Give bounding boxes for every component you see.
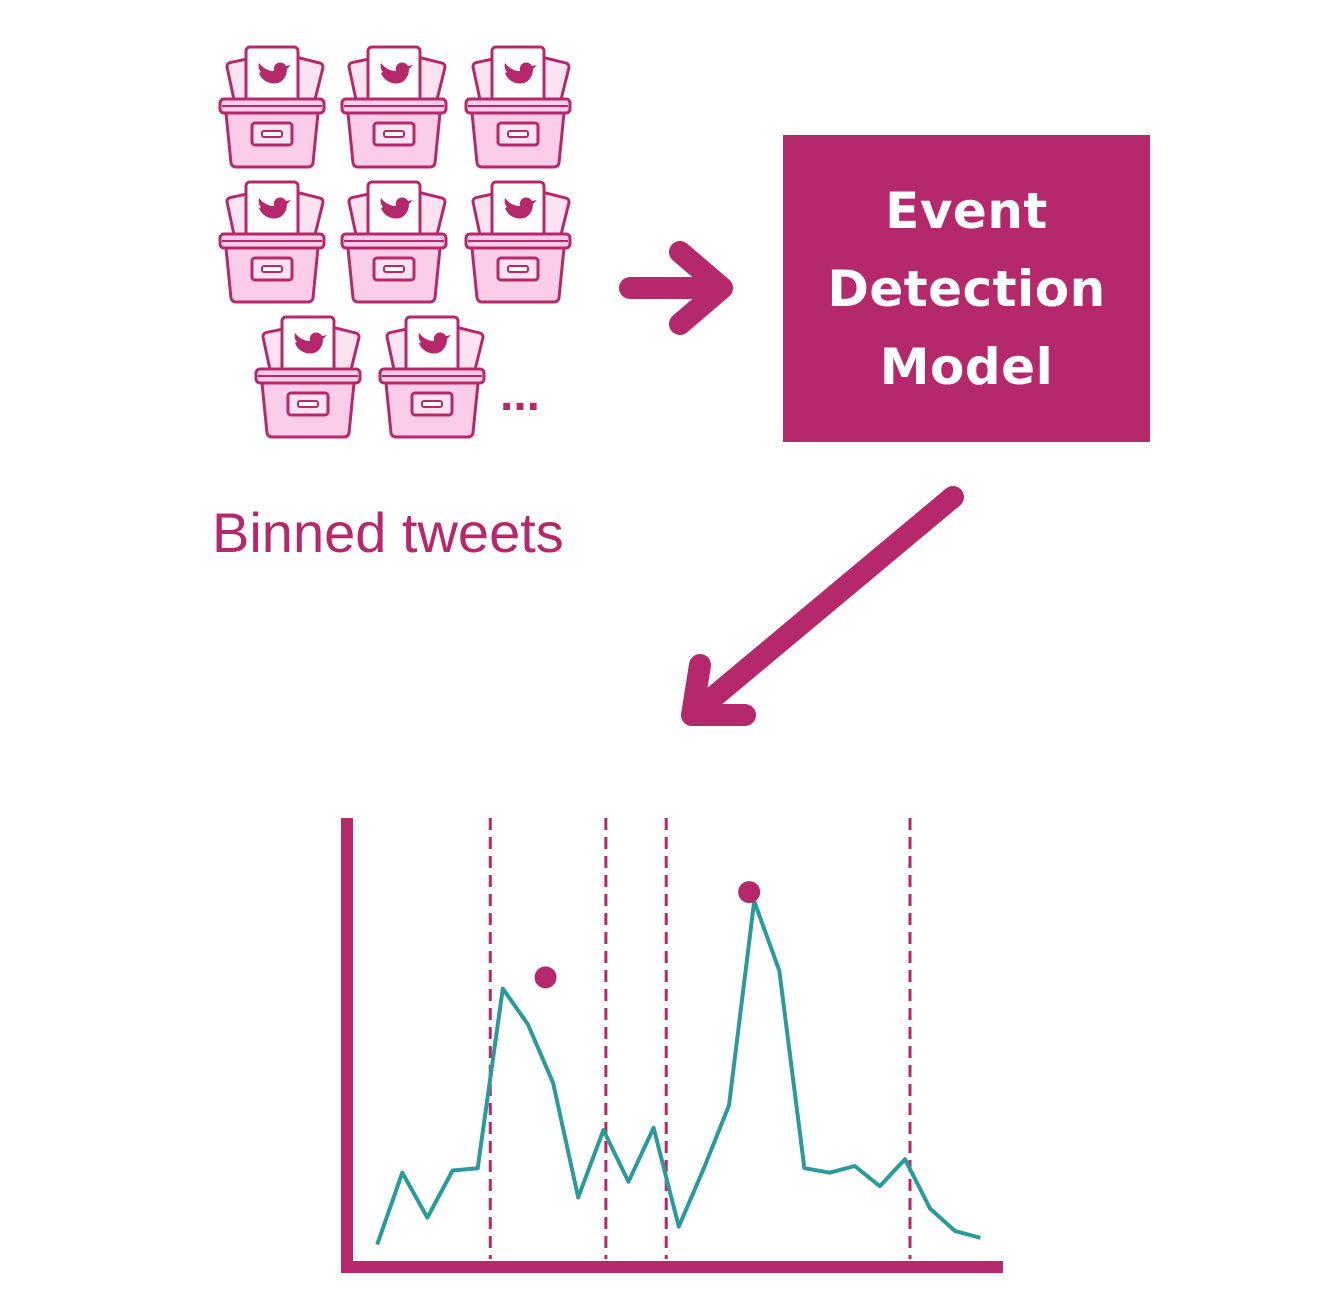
- event-chart: [341, 818, 1003, 1273]
- tweet-bin-icon: [340, 45, 448, 169]
- tweet-bin-icon: [464, 180, 572, 304]
- event-boundary-lines: [488, 818, 912, 1259]
- peak-marker: [738, 881, 761, 904]
- arrow-down-left-icon: [681, 486, 964, 726]
- model-label-line1: Event: [885, 181, 1048, 240]
- tweet-bin-icon: [464, 45, 572, 169]
- tweet-bin-icon: [340, 180, 448, 304]
- event-detection-model-box: Event Detection Model: [783, 135, 1150, 442]
- peak-markers: [534, 881, 761, 989]
- tweet-bin-icon: [254, 315, 362, 439]
- binned-tweets-caption: Binned tweets: [212, 501, 564, 564]
- tweet-bins-group: ...: [218, 45, 572, 439]
- tweet-bin-icon: [218, 180, 326, 304]
- model-label-line2: Detection: [827, 259, 1106, 318]
- model-label-line3: Model: [879, 337, 1054, 396]
- tweet-bin-icon: [218, 45, 326, 169]
- tweet-bin-icon: [378, 315, 486, 439]
- series-line: [375, 899, 981, 1246]
- ellipsis-text: ...: [500, 368, 540, 421]
- arrow-right-icon: [619, 241, 733, 335]
- peak-marker: [534, 966, 557, 989]
